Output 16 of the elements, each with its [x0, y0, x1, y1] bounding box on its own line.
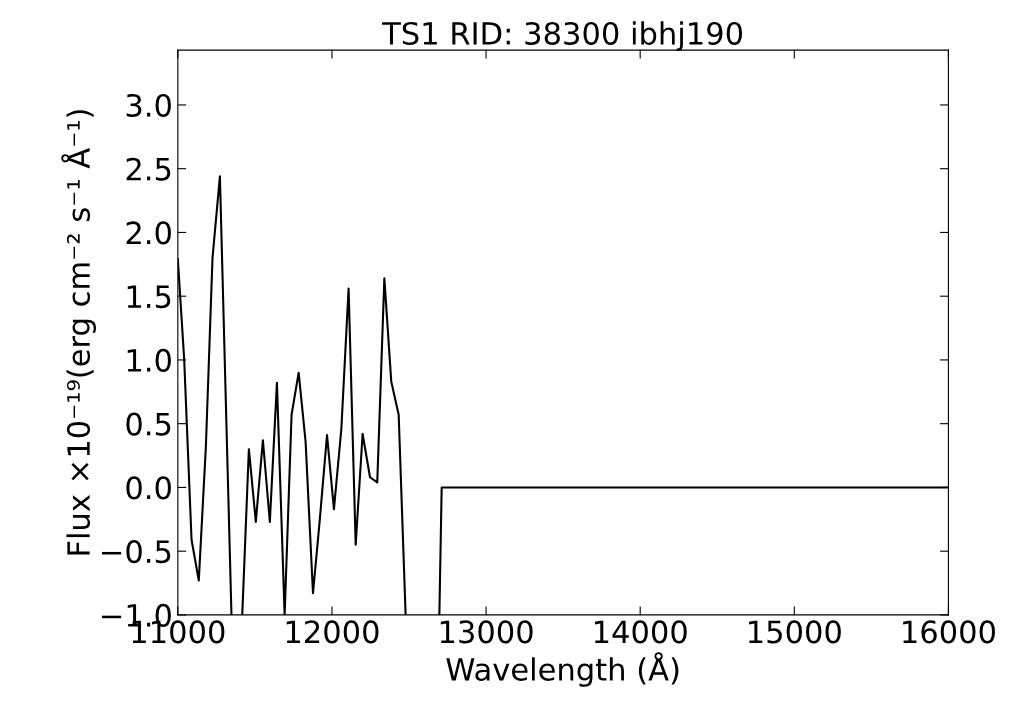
y-axis-title: Flux ×10⁻¹⁹(erg cm⁻² s⁻¹ Å⁻¹)	[61, 110, 96, 555]
x-tick-label: 15000	[749, 620, 841, 644]
y-tick-label: 0.5	[126, 412, 171, 436]
x-tick-label: 12000	[286, 620, 379, 644]
y-tick-label: −0.5	[102, 540, 171, 564]
x-tick-label: 16000	[903, 620, 995, 644]
x-tick-label: 13000	[440, 620, 533, 644]
chart-title: TS1 RID: 38300 ibhj190	[382, 21, 743, 51]
x-tick-label: 14000	[594, 620, 687, 644]
y-tick-label: 1.0	[127, 348, 171, 372]
y-tick-label: 0.0	[126, 476, 171, 500]
y-tick-label: 2.0	[126, 221, 171, 245]
y-tick-label: 3.0	[126, 93, 171, 117]
y-tick-label: 2.5	[126, 157, 171, 181]
x-axis-title: Wavelength (Å)	[446, 652, 679, 687]
y-tick-label: 1.5	[127, 285, 171, 309]
